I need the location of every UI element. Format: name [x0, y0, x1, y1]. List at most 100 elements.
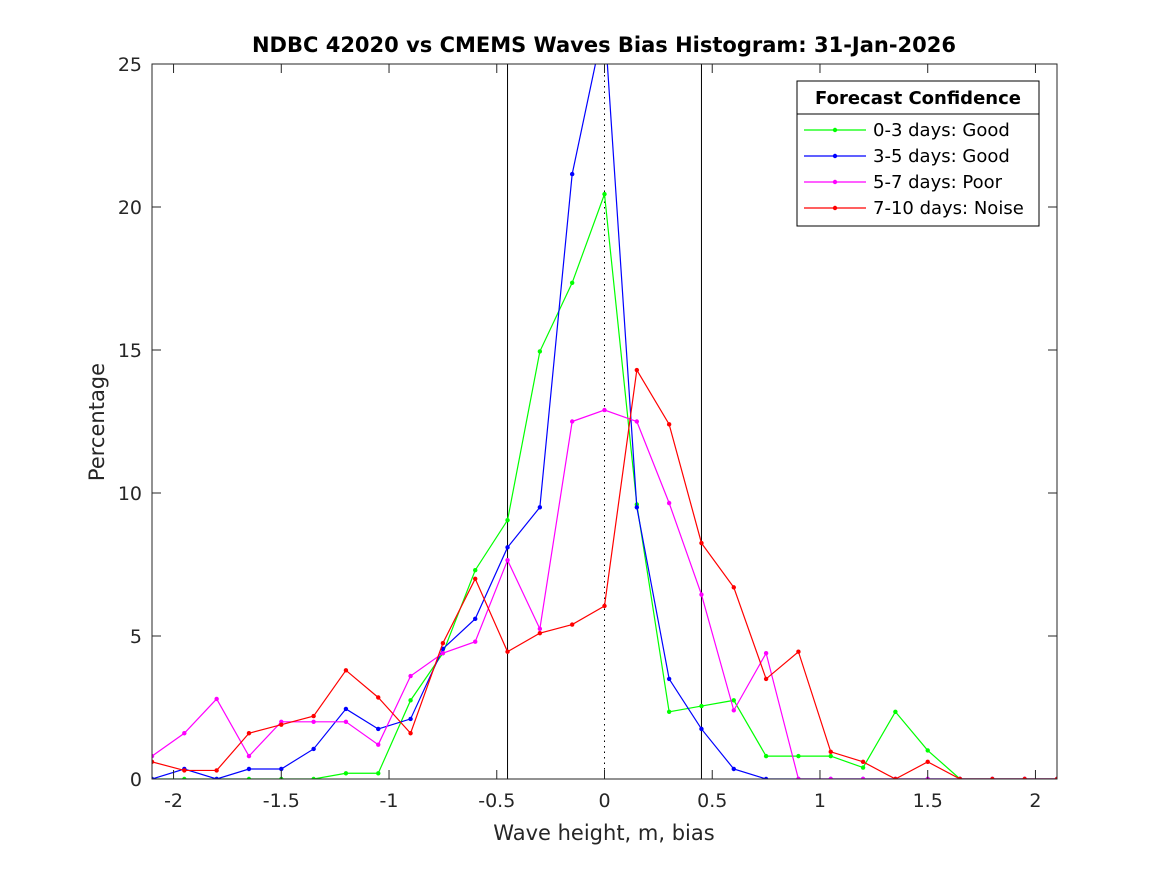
x-tick-label: 2: [1029, 790, 1041, 812]
data-point-7-10 days: [1022, 776, 1027, 779]
data-point-5-7 days: [473, 639, 478, 644]
data-point-0-3 days: [408, 698, 413, 703]
data-point-0-3 days: [182, 776, 187, 779]
data-point-7-10 days: [925, 759, 930, 765]
data-point-7-10 days: [182, 768, 187, 773]
data-point-7-10 days: [699, 540, 704, 546]
x-axis-label: Wave height, m, bias: [493, 821, 714, 845]
data-point-3-5 days: [666, 676, 672, 682]
data-point-0-3 days: [860, 765, 866, 770]
data-point-3-5 days: [246, 766, 252, 772]
data-point-5-7 days: [796, 776, 801, 779]
data-point-7-10 days: [214, 768, 219, 773]
data-point-0-3 days: [537, 349, 543, 354]
data-point-3-5 days: [311, 746, 316, 752]
legend-marker-5-7 days: [832, 179, 838, 185]
data-point-7-10 days: [731, 585, 736, 590]
data-point-0-3 days: [699, 703, 704, 709]
legend-box: [796, 80, 1040, 227]
data-point-5-7 days: [602, 407, 607, 413]
data-point-5-7 days: [440, 650, 446, 656]
data-point-3-5 days: [699, 726, 704, 732]
data-point-5-7 days: [763, 650, 769, 656]
data-point-7-10 days: [569, 622, 575, 627]
x-tick-label: -1.5: [263, 790, 300, 812]
y-tick-label: 10: [118, 483, 142, 505]
data-point-7-10 days: [828, 749, 833, 755]
data-point-3-5 days: [376, 726, 381, 732]
data-point-0-3 days: [246, 776, 252, 779]
data-point-3-5 days: [569, 171, 575, 177]
chart-title: NDBC 42020 vs CMEMS Waves Bias Histogram…: [252, 33, 956, 57]
data-point-7-10 days: [602, 603, 607, 609]
data-point-7-10 days: [796, 649, 801, 654]
x-tick-label: -2: [164, 790, 183, 812]
data-point-7-10 days: [279, 722, 284, 727]
data-point-5-7 days: [860, 776, 866, 779]
legend: Forecast Confidence 0-3 days: Good 3-5 da…: [796, 80, 1040, 227]
data-point-0-3 days: [569, 280, 575, 285]
data-point-5-7 days: [699, 592, 704, 597]
data-point-3-5 days: [279, 766, 284, 772]
data-point-5-7 days: [343, 719, 349, 724]
data-point-7-10 days: [311, 713, 316, 719]
data-point-5-7 days: [505, 558, 510, 563]
series-line-3-5 days: [152, 64, 1057, 779]
data-point-0-3 days: [473, 568, 478, 573]
data-point-0-3 days: [505, 517, 510, 523]
y-tick-label: 25: [118, 54, 142, 76]
legend-marker-0-3 days: [832, 127, 838, 133]
data-point-3-5 days: [602, 19, 606, 23]
data-point-7-10 days: [408, 731, 413, 736]
data-point-5-7 days: [311, 719, 316, 724]
data-point-5-7 days: [569, 419, 575, 424]
data-point-0-3 days: [602, 191, 607, 197]
data-point-7-10 days: [763, 676, 769, 682]
data-point-7-10 days: [666, 422, 672, 427]
data-point-3-5 days: [152, 776, 155, 779]
data-point-5-7 days: [408, 673, 413, 679]
data-point-7-10 days: [1054, 776, 1057, 779]
data-point-0-3 days: [925, 748, 930, 753]
data-point-3-5 days: [408, 716, 413, 722]
data-point-7-10 days: [957, 776, 963, 779]
data-point-5-7 days: [634, 419, 640, 424]
data-point-7-10 days: [505, 649, 510, 654]
legend-marker-7-10 days: [832, 205, 838, 211]
x-tick-label: -0.5: [478, 790, 515, 812]
data-point-7-10 days: [473, 576, 478, 581]
data-point-0-3 days: [763, 753, 769, 759]
data-point-7-10 days: [537, 630, 543, 636]
data-point-5-7 days: [246, 753, 252, 759]
data-point-5-7 days: [182, 731, 187, 736]
data-point-7-10 days: [634, 367, 640, 373]
legend-entries: 0-3 days: Good 3-5 days: Good 5-7 days: Po…: [804, 120, 1024, 219]
data-point-7-10 days: [152, 759, 155, 765]
y-tick-label: 15: [118, 340, 142, 362]
data-point-7-10 days: [893, 776, 898, 779]
data-point-5-7 days: [828, 776, 833, 779]
data-point-5-7 days: [214, 696, 219, 702]
data-point-3-5 days: [537, 505, 543, 510]
data-point-0-3 days: [731, 698, 736, 703]
x-tick-label: 1.5: [913, 790, 943, 812]
data-point-5-7 days: [537, 626, 543, 632]
data-point-7-10 days: [246, 731, 252, 736]
data-point-0-3 days: [343, 771, 349, 776]
data-point-5-7 days: [376, 742, 381, 747]
data-point-3-5 days: [473, 616, 478, 622]
series-group: [152, 19, 1057, 779]
legend-label-5-7 days: 5-7 days: Poor: [873, 172, 1003, 193]
y-tick-label: 20: [118, 197, 142, 219]
y-tick-label: 5: [130, 626, 142, 648]
y-axis-label: Percentage: [85, 363, 109, 481]
data-point-7-10 days: [860, 759, 866, 765]
data-point-7-10 days: [990, 776, 995, 779]
data-point-0-3 days: [376, 771, 381, 776]
data-point-0-3 days: [893, 709, 898, 714]
data-point-3-5 days: [505, 545, 510, 550]
data-point-5-7 days: [731, 708, 736, 713]
x-tick-label: 0: [598, 790, 610, 812]
legend-marker-3-5 days: [832, 153, 838, 159]
